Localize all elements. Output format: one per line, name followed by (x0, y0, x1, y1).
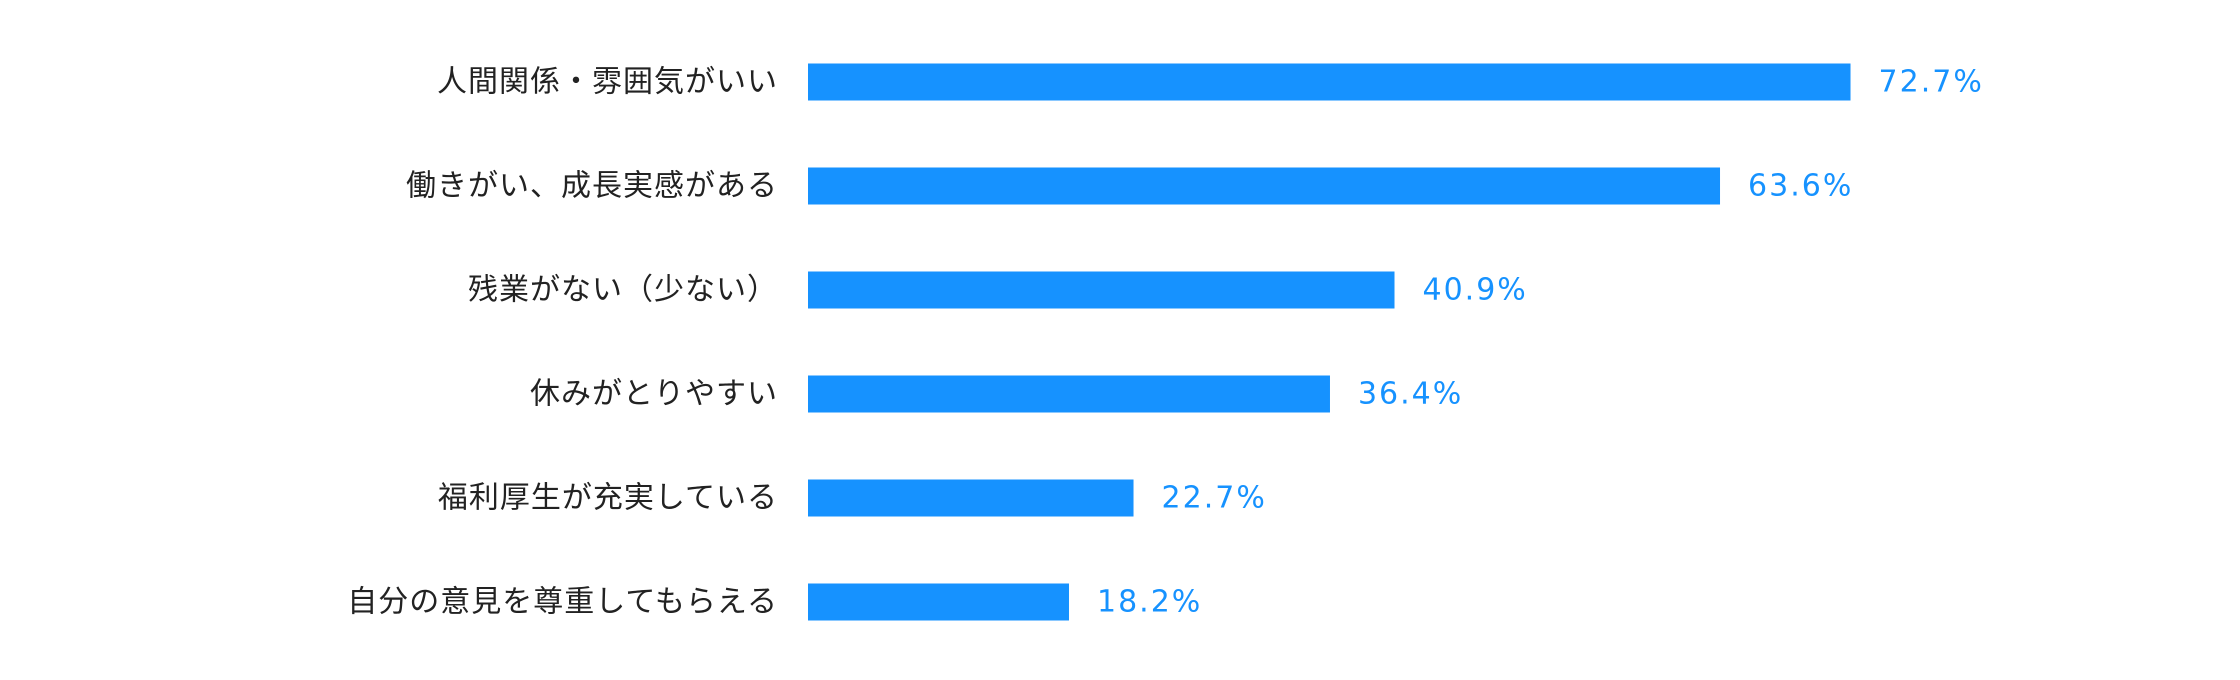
value-label: 18.2% (1097, 585, 1202, 620)
bar (808, 271, 1395, 309)
value-label: 63.6% (1748, 169, 1853, 204)
category-label: 残業がない（少ない） (468, 273, 778, 308)
value-label: 36.4% (1358, 377, 1463, 412)
category-label: 福利厚生が充実している (438, 481, 778, 516)
bar (808, 583, 1069, 621)
value-label: 72.7% (1879, 65, 1984, 100)
value-label: 40.9% (1423, 273, 1528, 308)
value-labels: 72.7% 63.6% 40.9% 36.4% 22.7% 18.2% (1097, 65, 1984, 620)
category-label: 休みがとりやすい (530, 377, 778, 412)
category-label: 自分の意見を尊重してもらえる (347, 585, 778, 620)
value-label: 22.7% (1162, 481, 1267, 516)
bar (808, 375, 1330, 413)
bar (808, 479, 1134, 517)
bar (808, 63, 1851, 101)
category-label: 働きがい、成長実感がある (406, 169, 778, 204)
bars (808, 63, 1851, 621)
bar (808, 167, 1721, 205)
category-label: 人間関係・雰囲気がいい (437, 65, 778, 100)
